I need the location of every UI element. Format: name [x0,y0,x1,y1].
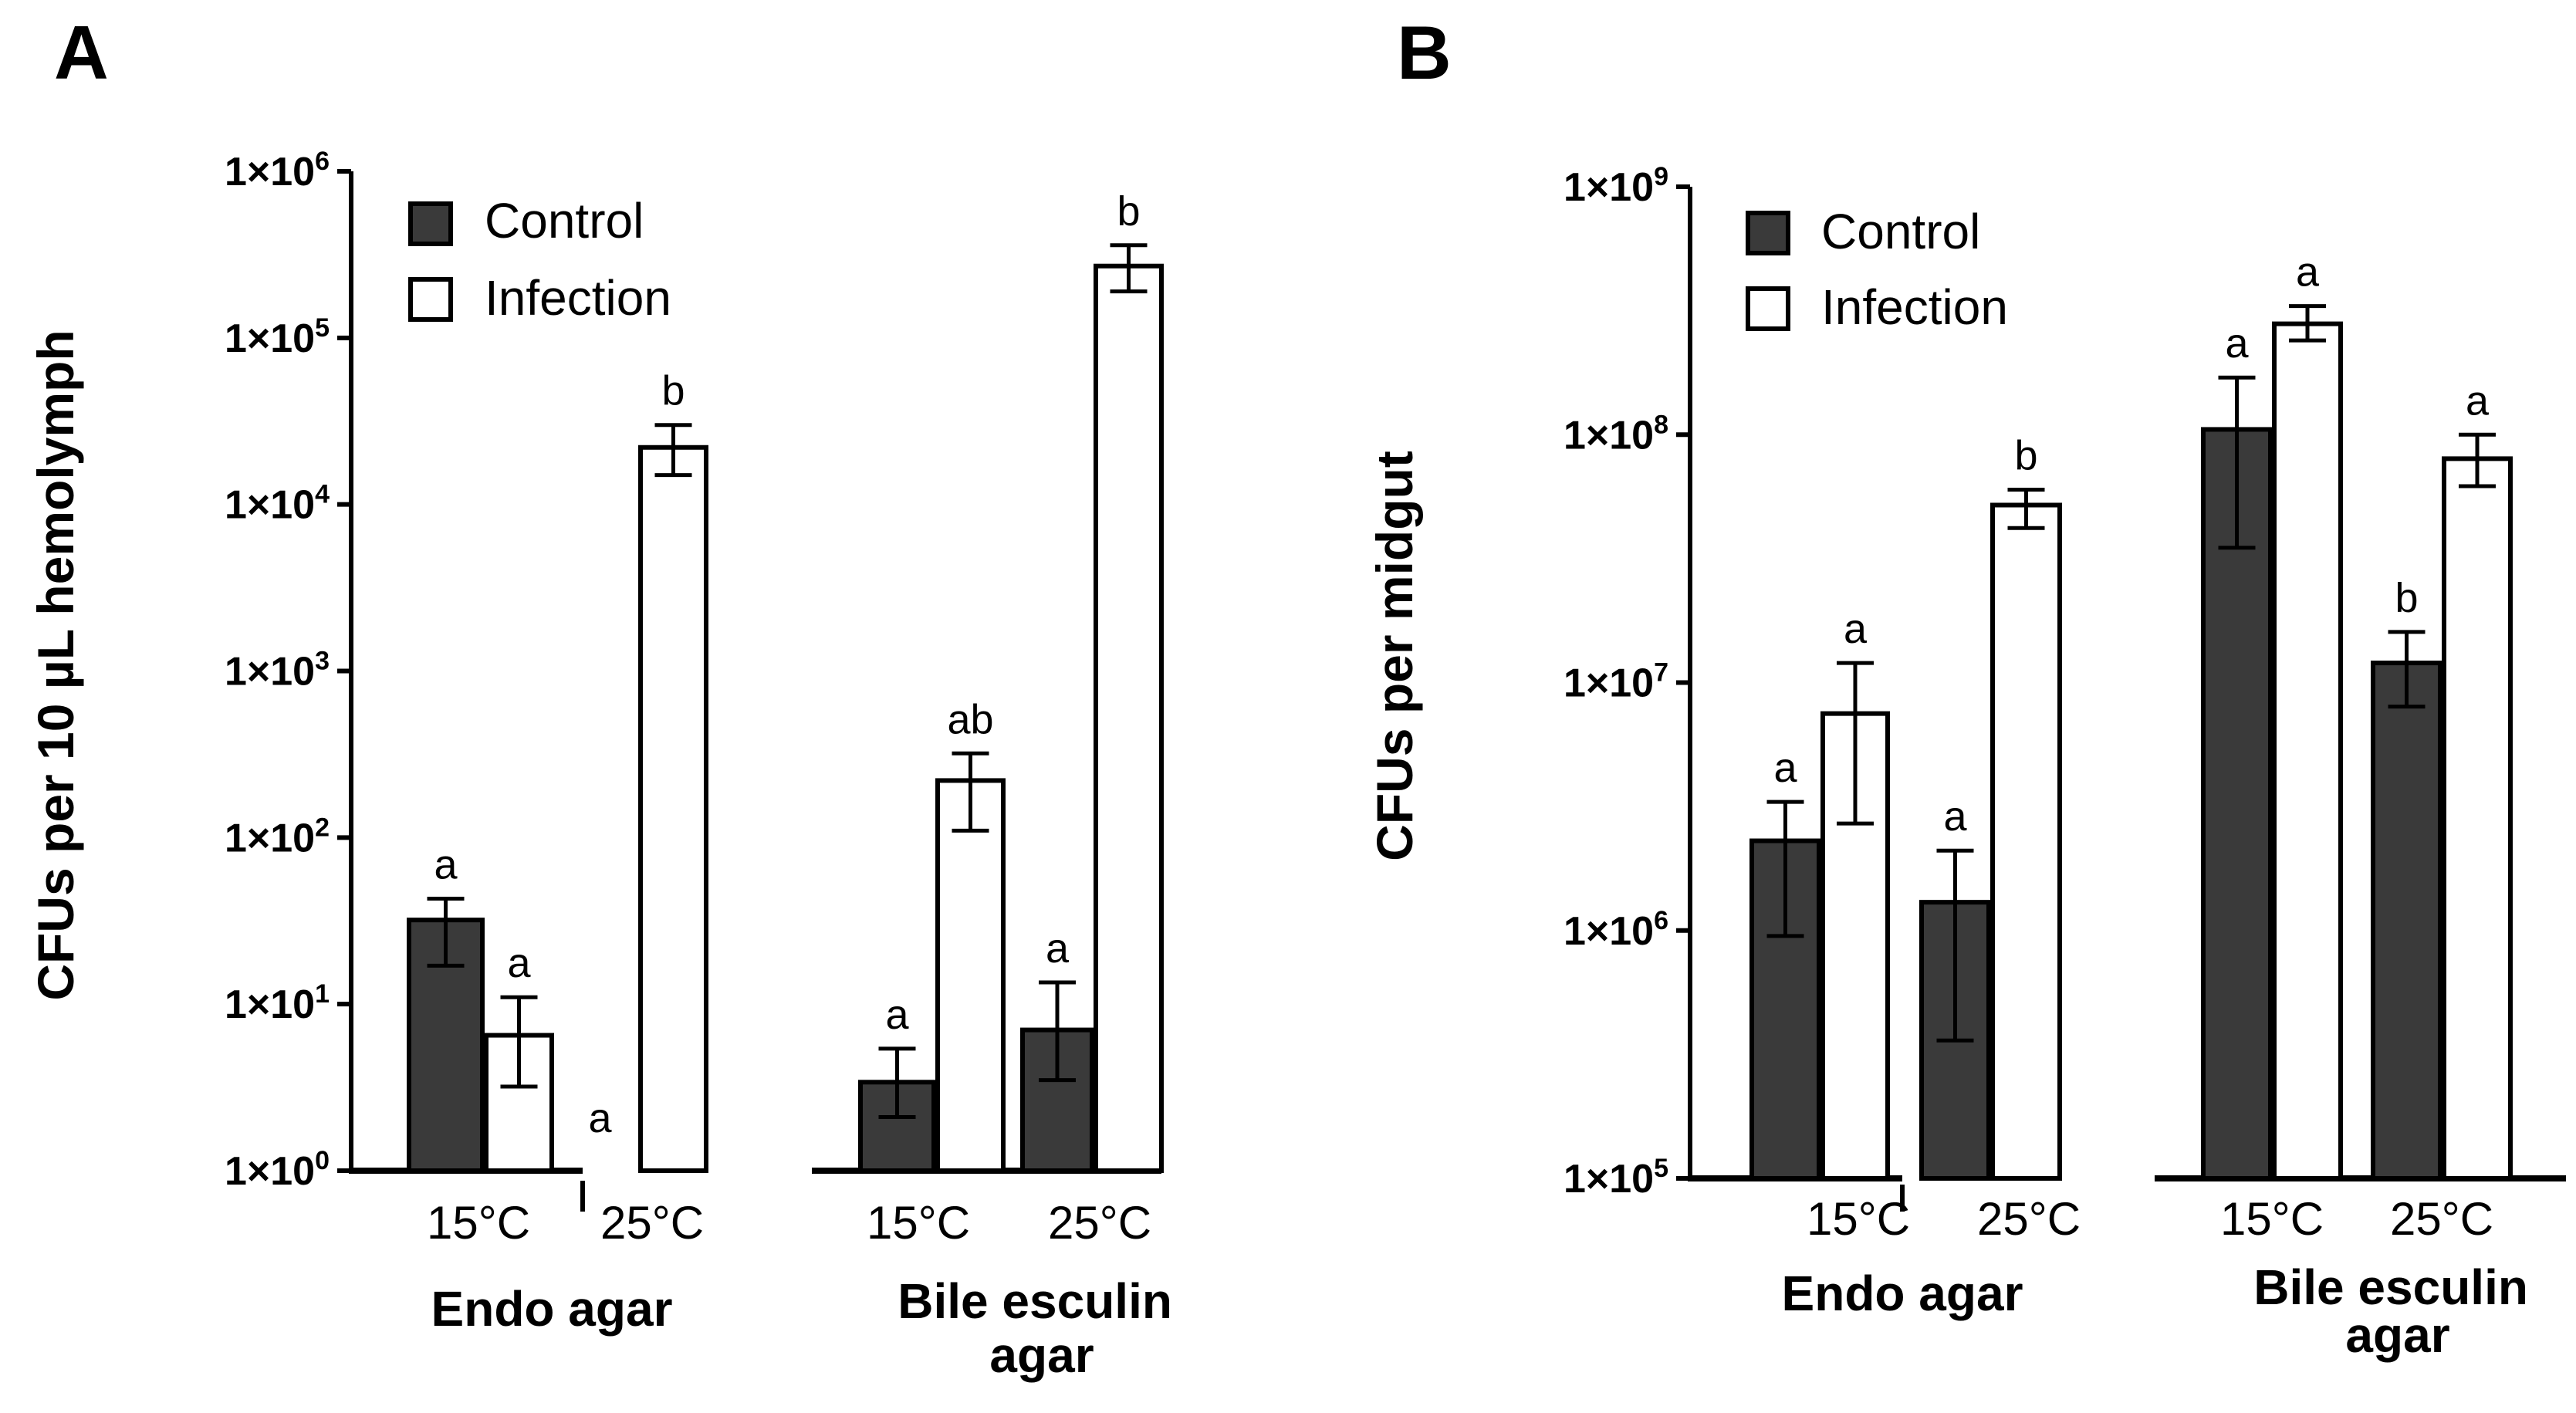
bile-label-line2: agar [2345,1307,2449,1363]
legend-control-swatch [1746,211,1790,255]
bar-infection [2272,321,2343,1181]
x-category-label: 15°C [1807,1193,1910,1245]
y-tick-label: 1×106 [225,147,330,194]
significance-letter-control: b [2395,575,2418,621]
y-tick-label: 1×107 [1564,658,1668,706]
bar-infection [2442,456,2513,1181]
significance-letter-control: a [434,841,458,887]
y-tick-label: 1×108 [1564,410,1668,458]
x-category-label: 25°C [2390,1193,2493,1245]
y-tick-label: 1×102 [225,813,330,860]
significance-letter-infection: b [661,368,685,414]
bar-infection [484,1033,554,1173]
y-tick-label-exponent: 9 [1654,162,1668,191]
y-tick-label: 1×100 [225,1146,330,1194]
x-category-label: 15°C [2220,1193,2324,1245]
y-tick-label-base: 1×10 [225,650,315,695]
bar-infection [638,445,708,1173]
y-tick-label-exponent: 2 [315,813,330,842]
significance-letter-infection: b [1117,188,1140,235]
legend-infection-swatch [408,277,453,322]
y-tick-label-exponent: 1 [315,979,330,1009]
y-tick-label-base: 1×10 [1564,165,1654,210]
significance-letter-control: a [588,1095,612,1141]
legend-control-label: Control [1821,204,1980,259]
legend-control-label: Control [485,193,644,248]
y-tick-label: 1×105 [225,313,330,361]
y-tick-label: 1×101 [225,979,330,1027]
y-tick-label: 1×105 [1564,1154,1668,1202]
y-tick-label: 1×109 [1564,162,1668,210]
bile-label-line1: Bile esculin [898,1273,1172,1329]
y-tick-label: 1×103 [225,647,330,695]
y-tick-label-base: 1×10 [225,816,315,860]
legend-infection-label: Infection [1821,279,2008,335]
y-tick-label-base: 1×10 [225,316,315,361]
significance-letter-control: a [1773,745,1797,791]
bar-control [2201,427,2273,1181]
y-tick-label-base: 1×10 [1564,661,1654,706]
bar-infection [1990,502,2062,1181]
y-tick-label: 1×106 [1564,906,1668,954]
y-tick-label-exponent: 5 [315,313,330,343]
y-tick-label-exponent: 4 [315,480,330,509]
significance-letter-control: a [885,992,909,1038]
panel-a-group-label-endo: Endo agar [431,1281,673,1337]
y-tick-label-exponent: 7 [1654,658,1668,688]
significance-letter-infection: a [2466,377,2490,424]
y-tick-label-exponent: 3 [315,647,330,676]
y-tick-label-exponent: 6 [315,147,330,176]
x-category-label: 15°C [427,1197,530,1249]
y-tick-label-exponent: 0 [315,1146,330,1175]
significance-letter-infection: a [507,940,531,986]
bar-control [1749,838,1821,1181]
y-tick-label-base: 1×10 [225,483,315,528]
panel-b-legend: Control Infection [1746,204,2008,335]
significance-letter-infection: a [1844,606,1868,652]
bar-control [2371,661,2442,1181]
y-tick-label-base: 1×10 [1564,909,1654,954]
bar-infection [1094,263,1164,1173]
significance-letter-control: a [1943,793,1967,840]
y-tick-label-base: 1×10 [1564,413,1654,458]
y-tick-label-base: 1×10 [225,150,315,194]
y-tick-label: 1×104 [225,480,330,528]
y-tick-label-exponent: 6 [1654,906,1668,935]
x-category-label: 15°C [867,1197,970,1249]
y-tick-label-exponent: 8 [1654,410,1668,439]
significance-letter-infection: a [2296,249,2320,296]
panel-letter-b: B [1397,10,1452,95]
y-tick-label-base: 1×10 [225,982,315,1027]
bar-control [407,918,485,1173]
significance-letter-control: a [2225,320,2249,367]
panel-a-plot: 1×1001×1011×1021×1031×1041×1051×106aaab1… [225,147,1164,1249]
x-category-label: 25°C [1977,1193,2081,1245]
significance-letter-control: a [1046,925,1070,972]
significance-letter-infection: b [2014,433,2037,479]
panel-a-legend: Control Infection [408,193,671,326]
panel-a-group-label-bile: Bile esculin agar [898,1273,1185,1383]
significance-letter-infection: ab [947,696,993,742]
panel-b-group-label-endo: Endo agar [1782,1266,2023,1321]
panel-b-ylabel: CFUs per midgut [1366,451,1423,861]
bile-label-line2: agar [989,1327,1094,1383]
panel-letter-a: A [54,10,109,95]
legend-infection-label: Infection [485,270,671,326]
x-category-label: 25°C [600,1197,704,1249]
y-tick-label-exponent: 5 [1654,1154,1668,1183]
panel-a-ylabel: CFUs per 10 µL hemolymph [27,330,84,1000]
bar-infection [935,778,1006,1174]
x-category-label: 25°C [1048,1197,1151,1249]
y-tick-label-base: 1×10 [225,1149,315,1194]
bile-label-line1: Bile esculin [2253,1259,2528,1315]
legend-control-swatch [408,201,453,246]
panel-b-group-label-bile: Bile esculin agar [2253,1259,2541,1363]
legend-infection-swatch [1746,286,1790,331]
y-tick-label-base: 1×10 [1564,1157,1654,1202]
